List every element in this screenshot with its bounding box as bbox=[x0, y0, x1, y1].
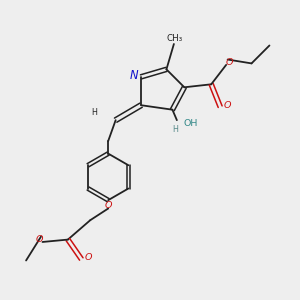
Text: O: O bbox=[105, 201, 112, 210]
Text: O: O bbox=[35, 235, 43, 244]
Text: O: O bbox=[224, 101, 231, 110]
Text: H: H bbox=[91, 108, 97, 117]
Text: O: O bbox=[84, 253, 92, 262]
Text: N: N bbox=[130, 69, 139, 82]
Text: H: H bbox=[172, 125, 178, 134]
Text: CH₃: CH₃ bbox=[167, 34, 183, 43]
Text: OH: OH bbox=[183, 119, 198, 128]
Text: O: O bbox=[226, 58, 233, 67]
